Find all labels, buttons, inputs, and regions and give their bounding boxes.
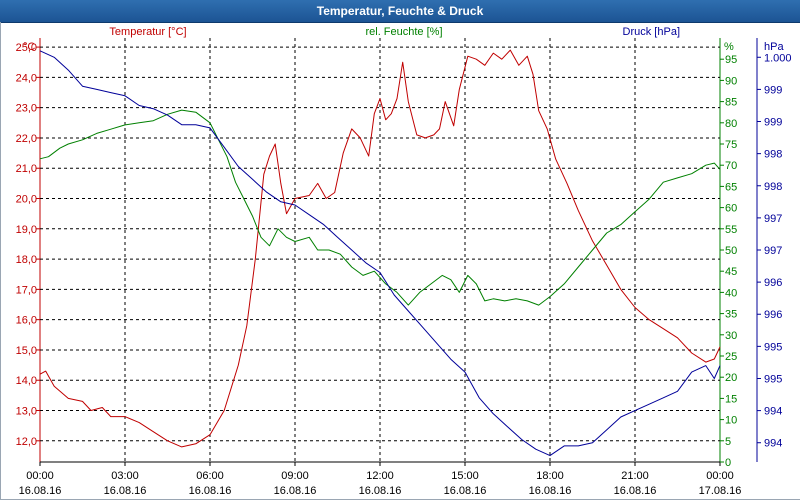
hum-legend-label: rel. Feuchte [%] [365,26,442,38]
press-tick-label: 1.000 [764,52,792,64]
x-tick-label-time: 21:00 [621,470,649,482]
x-tick-label-date: 16.08.16 [614,485,657,497]
series-line-temp [39,49,721,448]
hum-tick-label: 35 [725,309,737,321]
x-tick-label-time: 03:00 [111,470,139,482]
temp-tick-label: 21,0 [16,163,37,175]
press-tick-label: 994 [764,406,782,418]
x-tick-label-time: 00:00 [26,470,54,482]
hum-tick-label: 55 [725,224,737,236]
temp-tick-label: 12,0 [16,436,37,448]
temp-tick-label: 15,0 [16,345,37,357]
hum-tick-label: 65 [725,181,737,193]
series-line-press [39,50,721,457]
press-tick-label: 995 [764,341,782,353]
hum-tick-label: 10 [725,415,737,427]
x-tick-label-date: 16.08.16 [359,485,402,497]
temp-tick-label: 25,0 [16,42,37,54]
press-unit-label: hPa [764,41,784,53]
hum-tick-label: 25 [725,351,737,363]
temp-tick-label: 16,0 [16,315,37,327]
press-tick-label: 999 [764,117,782,129]
temp-tick-label: 17,0 [16,284,37,296]
x-tick-label-date: 17.08.16 [699,485,742,497]
hum-tick-label: 20 [725,372,737,384]
hum-tick-label: 95 [725,54,737,66]
x-tick-label-time: 09:00 [281,470,309,482]
hum-tick-label: 60 [725,203,737,215]
x-tick-label-date: 16.08.16 [529,485,572,497]
temp-tick-label: 24,0 [16,72,37,84]
hum-tick-label: 45 [725,266,737,278]
temp-tick-label: 13,0 [16,406,37,418]
hum-tick-label: 50 [725,245,737,257]
x-tick-label-time: 18:00 [536,470,564,482]
temp-unit-label: °C [23,41,35,53]
hum-tick-label: 75 [725,139,737,151]
press-tick-label: 996 [764,277,782,289]
hum-tick-label: 70 [725,160,737,172]
x-tick-label-time: 12:00 [366,470,394,482]
press-tick-label: 996 [764,309,782,321]
press-tick-label: 998 [764,149,782,161]
press-tick-label: 994 [764,438,782,450]
temp-tick-label: 23,0 [16,103,37,115]
x-tick-label-time: 06:00 [196,470,224,482]
press-tick-label: 999 [764,84,782,96]
temp-tick-label: 20,0 [16,194,37,206]
hum-tick-label: 15 [725,393,737,405]
temp-tick-label: 22,0 [16,133,37,145]
hum-unit-label: % [724,41,734,53]
hum-tick-label: 30 [725,330,737,342]
press-tick-label: 997 [764,213,782,225]
hum-tick-label: 40 [725,287,737,299]
hum-tick-label: 0 [725,457,731,469]
hum-tick-label: 90 [725,75,737,87]
press-tick-label: 995 [764,373,782,385]
x-tick-label-date: 16.08.16 [104,485,147,497]
x-tick-label-date: 16.08.16 [19,485,62,497]
press-tick-label: 997 [764,245,782,257]
temp-tick-label: 14,0 [16,375,37,387]
series-line-hum [39,109,721,306]
temp-tick-label: 19,0 [16,224,37,236]
window-title: Temperatur, Feuchte & Druck [316,4,484,18]
hum-tick-label: 5 [725,436,731,448]
window-titlebar: Temperatur, Feuchte & Druck [0,0,800,23]
x-tick-label-time: 15:00 [451,470,479,482]
press-legend-label: Druck [hPa] [623,26,680,38]
x-tick-label-date: 16.08.16 [189,485,232,497]
grid [36,38,761,466]
x-tick-label-time: 00:00 [706,470,734,482]
x-tick-label-date: 16.08.16 [444,485,487,497]
press-tick-label: 998 [764,181,782,193]
hum-tick-label: 85 [725,97,737,109]
x-tick-label-date: 16.08.16 [274,485,317,497]
temp-tick-label: 18,0 [16,254,37,266]
temp-legend-label: Temperatur [°C] [109,26,186,38]
hum-tick-label: 80 [725,118,737,130]
